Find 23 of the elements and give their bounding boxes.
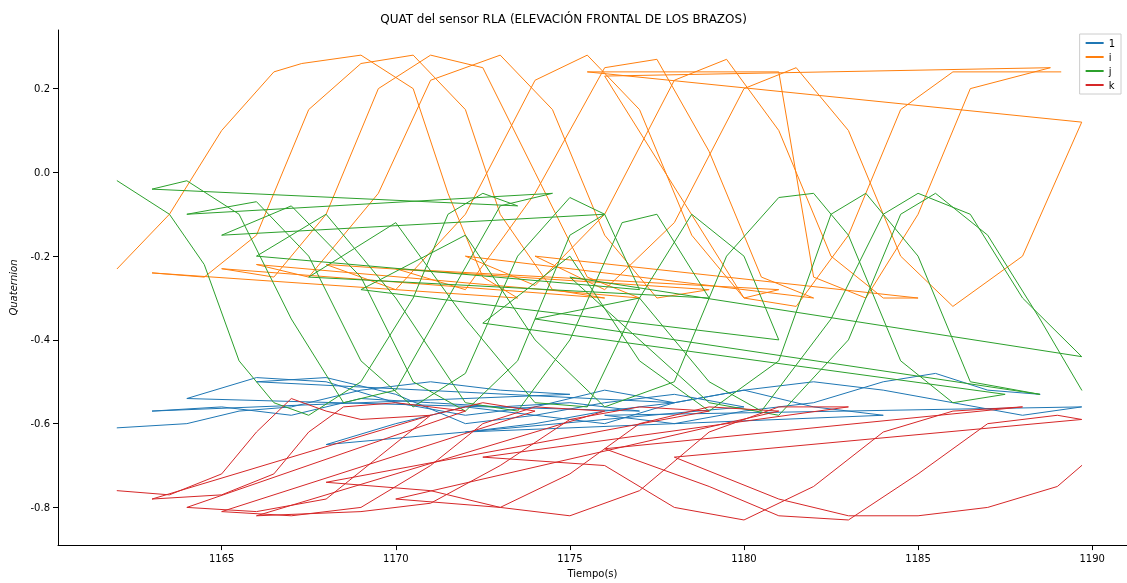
x-tick-label: 1175 xyxy=(557,552,583,564)
x-axis-title: Tiempo(s) xyxy=(566,567,618,579)
x-tick-label: 1170 xyxy=(383,552,409,564)
legend-label: j xyxy=(1107,65,1112,77)
x-tick-label: 1180 xyxy=(731,552,757,564)
y-tick-label: 0.0 xyxy=(34,166,50,178)
line-series xyxy=(116,372,1083,446)
legend-label: 1 xyxy=(1108,37,1116,49)
y-axis-title: Quaternion xyxy=(7,259,19,316)
line-series xyxy=(116,398,1083,521)
legend-label: i xyxy=(1108,51,1112,63)
y-tick-label: -0.2 xyxy=(30,250,50,262)
line-series xyxy=(116,180,1083,416)
y-tick-label: -0.4 xyxy=(30,334,50,346)
line-series xyxy=(116,54,1083,307)
y-tick-label: 0.2 xyxy=(34,83,50,95)
y-tick-label: -0.8 xyxy=(30,501,50,513)
legend-label: k xyxy=(1108,79,1115,91)
y-tick-label: -0.6 xyxy=(30,418,50,430)
chart-title: QUAT del sensor RLA (ELEVACIÓN FRONTAL DE LOS BRAZOS) xyxy=(380,11,747,26)
x-tick-label: 1185 xyxy=(905,552,931,564)
x-tick-label: 1190 xyxy=(1079,552,1105,564)
x-tick-label: 1165 xyxy=(208,552,235,564)
